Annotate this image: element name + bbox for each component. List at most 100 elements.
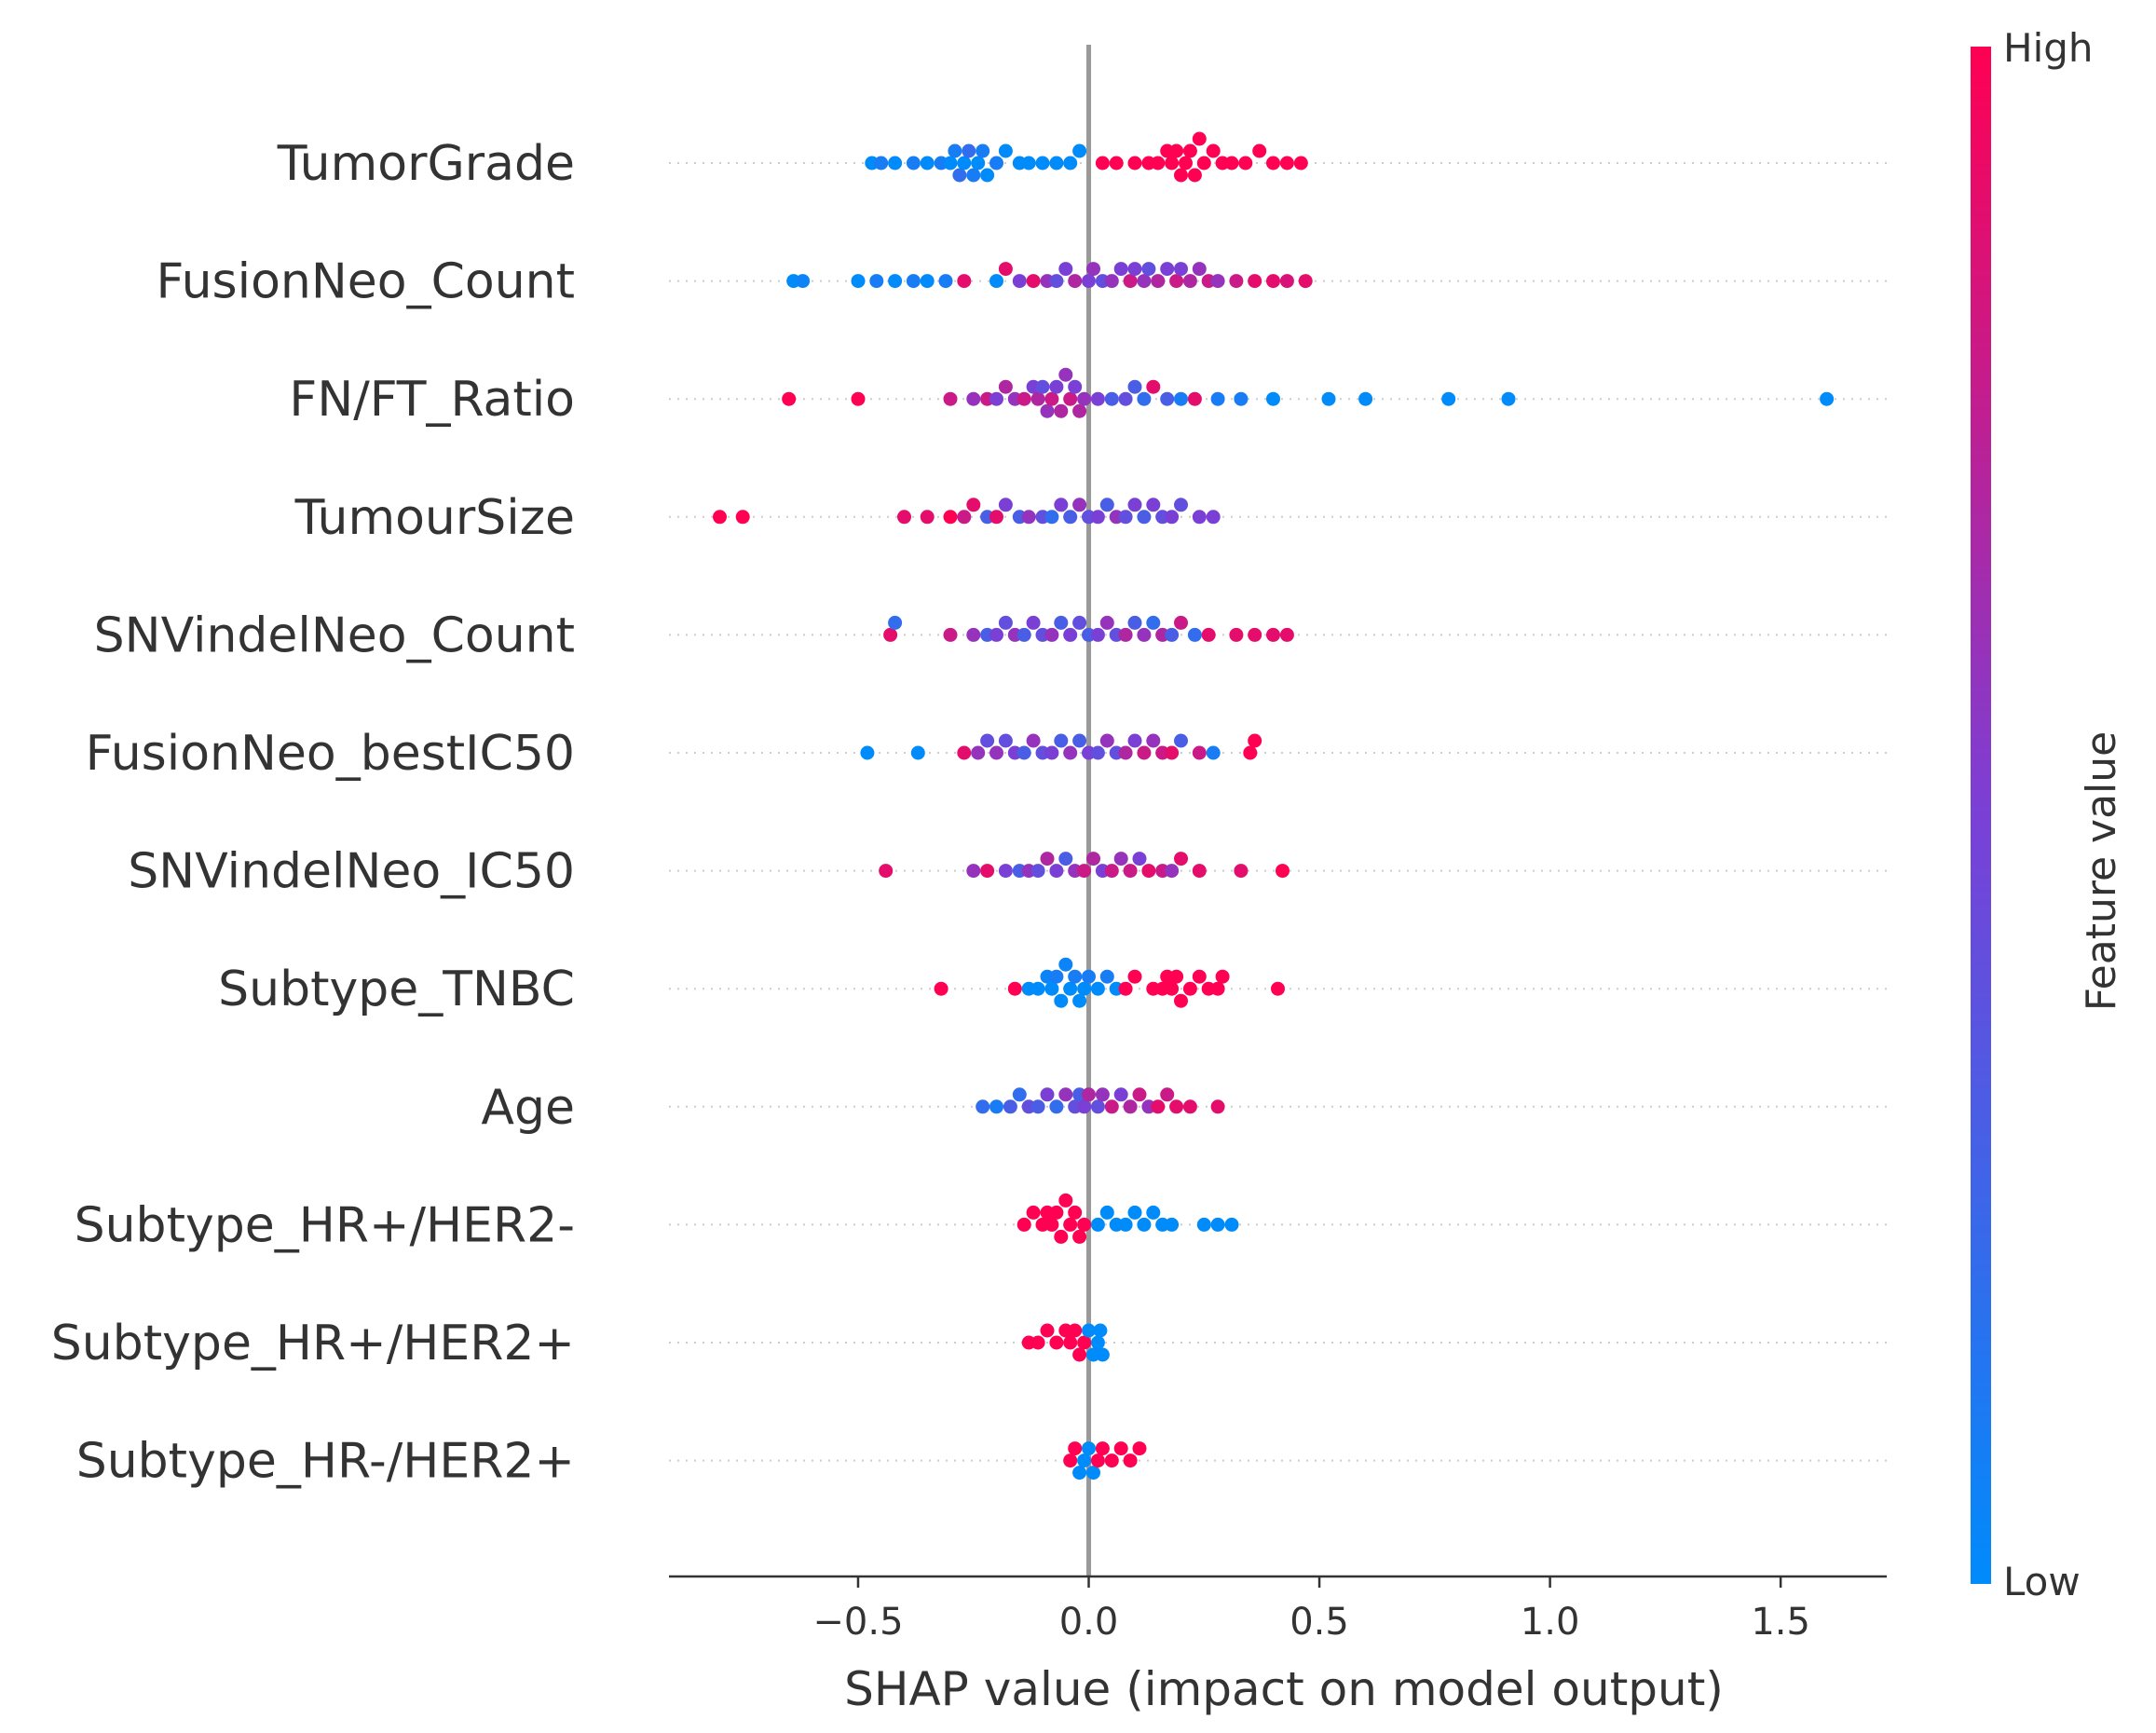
shap-point xyxy=(1248,627,1262,642)
shap-point xyxy=(1123,1453,1138,1468)
feature-label: SNVindelNeo_IC50 xyxy=(128,844,575,900)
shap-point xyxy=(1077,981,1092,996)
shap-point xyxy=(897,510,911,525)
feature-label: Subtype_HR+/HER2- xyxy=(75,1197,575,1253)
shap-point xyxy=(920,510,935,525)
shap-point xyxy=(1169,143,1184,158)
shap-point xyxy=(1095,156,1110,171)
shap-point xyxy=(1068,1441,1083,1456)
shap-point xyxy=(1266,156,1280,171)
shap-point xyxy=(1068,379,1083,394)
shap-point xyxy=(1072,498,1087,512)
shap-point xyxy=(1192,969,1207,984)
shap-point xyxy=(1113,1087,1128,1102)
shap-point xyxy=(989,156,1003,171)
shap-point xyxy=(1169,274,1184,289)
shap-point xyxy=(1165,1217,1180,1232)
shap-point xyxy=(1054,733,1069,748)
shap-point xyxy=(1127,1205,1142,1220)
feature-label: SNVindelNeo_Count xyxy=(94,607,575,663)
shap-point xyxy=(1210,274,1225,289)
shap-point xyxy=(1165,627,1180,642)
shap-point xyxy=(1072,993,1087,1008)
shap-point xyxy=(1127,156,1142,171)
shap-point xyxy=(1086,262,1100,277)
feature-label: FN/FT_Ratio xyxy=(289,372,575,428)
shap-point xyxy=(962,143,976,158)
shap-point xyxy=(1090,1217,1105,1232)
shap-point xyxy=(1248,274,1262,289)
shap-point xyxy=(1127,498,1142,512)
shap-point xyxy=(1086,852,1100,866)
shap-point xyxy=(1165,745,1180,760)
shap-point xyxy=(1072,143,1087,158)
shap-point xyxy=(910,745,925,760)
shap-point xyxy=(1118,745,1133,760)
shap-point xyxy=(1044,391,1059,406)
shap-point xyxy=(1243,745,1258,760)
shap-point xyxy=(989,627,1003,642)
shap-point xyxy=(1182,1099,1197,1114)
shap-point xyxy=(1040,1323,1055,1338)
shap-point xyxy=(1127,379,1142,394)
shap-point xyxy=(1090,981,1105,996)
shap-point xyxy=(957,274,972,289)
shap-point xyxy=(989,510,1003,525)
shap-point xyxy=(1118,627,1133,642)
shap-point xyxy=(1026,1205,1041,1220)
shap-point xyxy=(1123,864,1138,879)
shap-point xyxy=(1026,615,1041,630)
shap-point xyxy=(943,156,958,171)
shap-point xyxy=(1187,627,1202,642)
shap-point xyxy=(1118,391,1133,406)
shap-point xyxy=(1044,745,1059,760)
shap-point xyxy=(1127,969,1142,984)
shap-point xyxy=(1082,274,1096,289)
feature-gridlines xyxy=(669,162,1887,1462)
shap-point xyxy=(796,274,811,289)
shap-point xyxy=(1146,615,1161,630)
shap-point xyxy=(1017,1217,1031,1232)
shap-point xyxy=(1058,852,1073,866)
shap-point xyxy=(1068,274,1083,289)
shap-point xyxy=(1210,1099,1225,1114)
shap-point xyxy=(1072,1347,1087,1362)
shap-point xyxy=(943,510,958,525)
shap-point xyxy=(851,391,866,406)
shap-point xyxy=(1058,957,1073,972)
shap-point xyxy=(966,168,981,183)
shap-point xyxy=(1201,627,1216,642)
x-axis-ticks: −0.5 0.0 0.5 1.0 1.5 xyxy=(812,1576,1810,1644)
shap-point xyxy=(1003,1099,1017,1114)
shap-point xyxy=(1179,156,1193,171)
shap-point xyxy=(1132,1441,1147,1456)
shap-point xyxy=(874,156,889,171)
shap-point xyxy=(1082,969,1096,984)
shap-point xyxy=(1160,262,1175,277)
shap-point xyxy=(1113,1441,1128,1456)
shap-point xyxy=(966,627,981,642)
shap-point xyxy=(966,391,981,406)
shap-point xyxy=(1132,852,1147,866)
shap-point xyxy=(1012,274,1027,289)
shap-point xyxy=(1017,391,1031,406)
shap-point xyxy=(1174,498,1188,512)
shap-point xyxy=(1049,379,1064,394)
shap-point xyxy=(920,274,935,289)
shap-point xyxy=(1054,403,1069,418)
shap-point xyxy=(1063,510,1078,525)
shap-point xyxy=(1206,143,1221,158)
shap-point xyxy=(1279,627,1294,642)
shap-point xyxy=(1063,156,1078,171)
shap-point xyxy=(1040,852,1055,866)
shap-point xyxy=(1072,615,1087,630)
shap-point xyxy=(1063,1217,1078,1232)
shap-point xyxy=(1248,733,1262,748)
shap-point xyxy=(1137,274,1152,289)
shap-point xyxy=(1099,733,1114,748)
shap-point xyxy=(1021,510,1036,525)
shap-point xyxy=(1137,627,1152,642)
shap-point xyxy=(1049,864,1064,879)
shap-point xyxy=(1187,168,1202,183)
shap-point xyxy=(1266,627,1280,642)
